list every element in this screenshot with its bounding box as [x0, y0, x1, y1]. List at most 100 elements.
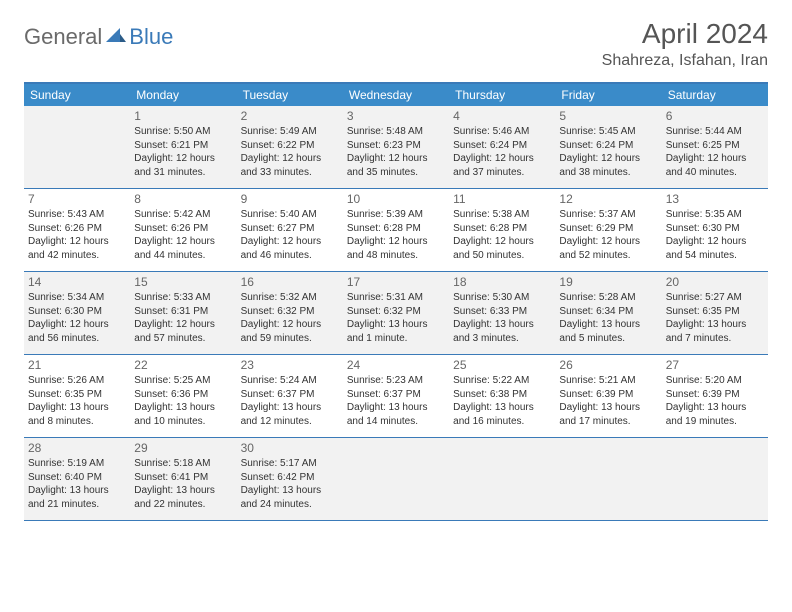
- daylight-text: Daylight: 13 hours: [241, 401, 339, 415]
- sunset-text: Sunset: 6:26 PM: [134, 222, 232, 236]
- sunrise-text: Sunrise: 5:27 AM: [666, 291, 764, 305]
- daylight-text: and 46 minutes.: [241, 249, 339, 263]
- sunset-text: Sunset: 6:28 PM: [347, 222, 445, 236]
- day-number: 30: [241, 441, 339, 455]
- daylight-text: Daylight: 13 hours: [559, 401, 657, 415]
- daylight-text: Daylight: 12 hours: [559, 152, 657, 166]
- sunset-text: Sunset: 6:24 PM: [559, 139, 657, 153]
- sunset-text: Sunset: 6:23 PM: [347, 139, 445, 153]
- daylight-text: Daylight: 13 hours: [453, 401, 551, 415]
- day-number: 28: [28, 441, 126, 455]
- daylight-text: Daylight: 13 hours: [241, 484, 339, 498]
- daylight-text: Daylight: 12 hours: [134, 235, 232, 249]
- calendar-week: 1Sunrise: 5:50 AMSunset: 6:21 PMDaylight…: [24, 106, 768, 189]
- logo: General Blue: [24, 24, 173, 50]
- day-number: 26: [559, 358, 657, 372]
- calendar-day: 28Sunrise: 5:19 AMSunset: 6:40 PMDayligh…: [24, 438, 130, 520]
- daylight-text: and 44 minutes.: [134, 249, 232, 263]
- sunrise-text: Sunrise: 5:32 AM: [241, 291, 339, 305]
- weekday-header: Tuesday: [237, 84, 343, 106]
- sunrise-text: Sunrise: 5:50 AM: [134, 125, 232, 139]
- calendar-day: 16Sunrise: 5:32 AMSunset: 6:32 PMDayligh…: [237, 272, 343, 354]
- calendar-day: 21Sunrise: 5:26 AMSunset: 6:35 PMDayligh…: [24, 355, 130, 437]
- sunset-text: Sunset: 6:35 PM: [666, 305, 764, 319]
- month-title: April 2024: [602, 18, 768, 50]
- daylight-text: and 7 minutes.: [666, 332, 764, 346]
- sunrise-text: Sunrise: 5:25 AM: [134, 374, 232, 388]
- daylight-text: and 37 minutes.: [453, 166, 551, 180]
- day-number: 25: [453, 358, 551, 372]
- daylight-text: Daylight: 12 hours: [347, 152, 445, 166]
- daylight-text: and 42 minutes.: [28, 249, 126, 263]
- weekday-header: Monday: [130, 84, 236, 106]
- sunrise-text: Sunrise: 5:46 AM: [453, 125, 551, 139]
- daylight-text: and 24 minutes.: [241, 498, 339, 512]
- daylight-text: Daylight: 12 hours: [347, 235, 445, 249]
- sunset-text: Sunset: 6:21 PM: [134, 139, 232, 153]
- page-header: General Blue April 2024 Shahreza, Isfaha…: [24, 18, 768, 70]
- sunset-text: Sunset: 6:25 PM: [666, 139, 764, 153]
- sunrise-text: Sunrise: 5:24 AM: [241, 374, 339, 388]
- daylight-text: and 10 minutes.: [134, 415, 232, 429]
- calendar-day: 3 Sunrise: 5:48 AMSunset: 6:23 PMDaylight…: [343, 106, 449, 188]
- calendar-day: 18Sunrise: 5:30 AMSunset: 6:33 PMDayligh…: [449, 272, 555, 354]
- sunset-text: Sunset: 6:22 PM: [241, 139, 339, 153]
- weekday-header: Sunday: [24, 84, 130, 106]
- logo-sail-icon: [106, 26, 126, 49]
- sunrise-text: Sunrise: 5:28 AM: [559, 291, 657, 305]
- daylight-text: Daylight: 12 hours: [453, 235, 551, 249]
- daylight-text: and 48 minutes.: [347, 249, 445, 263]
- day-number: 16: [241, 275, 339, 289]
- sunrise-text: Sunrise: 5:48 AM: [347, 125, 445, 139]
- calendar-day: 6Sunrise: 5:44 AMSunset: 6:25 PMDaylight…: [662, 106, 768, 188]
- day-number: 3: [347, 109, 445, 123]
- calendar-day: 27Sunrise: 5:20 AMSunset: 6:39 PMDayligh…: [662, 355, 768, 437]
- daylight-text: and 35 minutes.: [347, 166, 445, 180]
- calendar-day: 17Sunrise: 5:31 AMSunset: 6:32 PMDayligh…: [343, 272, 449, 354]
- day-number: 21: [28, 358, 126, 372]
- daylight-text: Daylight: 12 hours: [241, 318, 339, 332]
- calendar-day: 24Sunrise: 5:23 AMSunset: 6:37 PMDayligh…: [343, 355, 449, 437]
- sunset-text: Sunset: 6:37 PM: [241, 388, 339, 402]
- day-number: 13: [666, 192, 764, 206]
- sunset-text: Sunset: 6:29 PM: [559, 222, 657, 236]
- calendar-day: 23Sunrise: 5:24 AMSunset: 6:37 PMDayligh…: [237, 355, 343, 437]
- calendar-day: 19Sunrise: 5:28 AMSunset: 6:34 PMDayligh…: [555, 272, 661, 354]
- sunrise-text: Sunrise: 5:49 AM: [241, 125, 339, 139]
- logo-text-general: General: [24, 24, 102, 50]
- daylight-text: and 33 minutes.: [241, 166, 339, 180]
- calendar-day: 10Sunrise: 5:39 AMSunset: 6:28 PMDayligh…: [343, 189, 449, 271]
- daylight-text: and 22 minutes.: [134, 498, 232, 512]
- day-number: 29: [134, 441, 232, 455]
- sunrise-text: Sunrise: 5:35 AM: [666, 208, 764, 222]
- sunset-text: Sunset: 6:36 PM: [134, 388, 232, 402]
- calendar-day: [449, 438, 555, 520]
- daylight-text: and 3 minutes.: [453, 332, 551, 346]
- daylight-text: and 19 minutes.: [666, 415, 764, 429]
- day-number: 14: [28, 275, 126, 289]
- calendar-day: 20Sunrise: 5:27 AMSunset: 6:35 PMDayligh…: [662, 272, 768, 354]
- day-number: 4: [453, 109, 551, 123]
- sunrise-text: Sunrise: 5:39 AM: [347, 208, 445, 222]
- sunrise-text: Sunrise: 5:33 AM: [134, 291, 232, 305]
- day-number: 27: [666, 358, 764, 372]
- daylight-text: Daylight: 12 hours: [559, 235, 657, 249]
- sunrise-text: Sunrise: 5:34 AM: [28, 291, 126, 305]
- day-number: 2: [241, 109, 339, 123]
- calendar-day: 1Sunrise: 5:50 AMSunset: 6:21 PMDaylight…: [130, 106, 236, 188]
- calendar-day: 22Sunrise: 5:25 AMSunset: 6:36 PMDayligh…: [130, 355, 236, 437]
- day-number: 8: [134, 192, 232, 206]
- daylight-text: Daylight: 13 hours: [559, 318, 657, 332]
- sunset-text: Sunset: 6:26 PM: [28, 222, 126, 236]
- daylight-text: Daylight: 12 hours: [134, 152, 232, 166]
- daylight-text: and 50 minutes.: [453, 249, 551, 263]
- daylight-text: Daylight: 13 hours: [347, 318, 445, 332]
- day-number: 24: [347, 358, 445, 372]
- daylight-text: Daylight: 12 hours: [241, 235, 339, 249]
- daylight-text: and 21 minutes.: [28, 498, 126, 512]
- sunset-text: Sunset: 6:33 PM: [453, 305, 551, 319]
- calendar-day: 11Sunrise: 5:38 AMSunset: 6:28 PMDayligh…: [449, 189, 555, 271]
- daylight-text: Daylight: 13 hours: [134, 401, 232, 415]
- sunrise-text: Sunrise: 5:43 AM: [28, 208, 126, 222]
- calendar-day: 2Sunrise: 5:49 AMSunset: 6:22 PMDaylight…: [237, 106, 343, 188]
